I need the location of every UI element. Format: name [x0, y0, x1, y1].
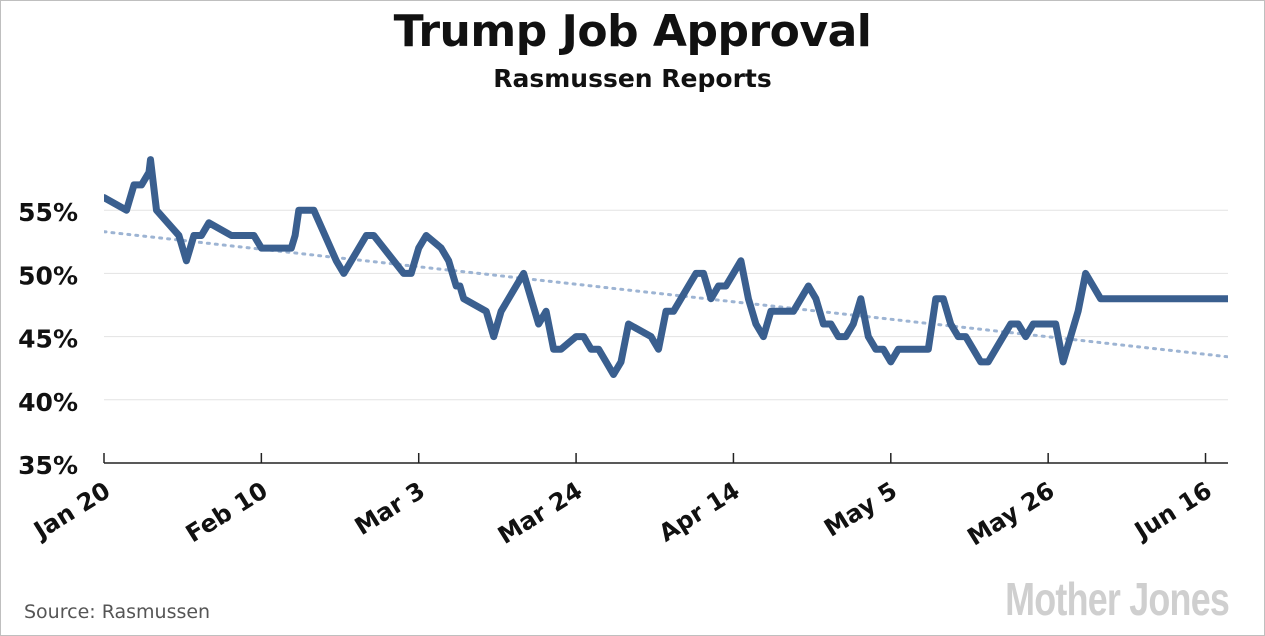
y-tick-label: 55% [18, 198, 78, 227]
x-tick-label: Mar 3 [350, 476, 430, 541]
x-tick-label: Feb 10 [181, 476, 273, 548]
chart-subtitle: Rasmussen Reports [493, 64, 772, 93]
x-axis: Jan 20 Feb 10 Mar 3 Mar 24 Apr 14 May 5 May 26… [27, 453, 1228, 551]
y-tick-label: 45% [18, 325, 78, 354]
y-tick-label: 40% [18, 388, 78, 417]
x-tick-label: Jun 16 [1128, 476, 1216, 546]
x-tick-label: May 5 [819, 476, 902, 542]
y-tick-label: 50% [18, 261, 78, 290]
chart-title: Trump Job Approval [393, 6, 872, 57]
x-tick-label: Jan 20 [27, 476, 115, 545]
x-tick-label: Apr 14 [654, 476, 745, 547]
y-axis-ticks: 35% 40% 45% 50% 55% [18, 198, 78, 480]
x-tick-label: Mar 24 [493, 476, 587, 549]
source-note: Source: Rasmussen [24, 601, 211, 623]
approval-line [104, 156, 1228, 378]
gridlines [104, 209, 1228, 401]
mother-jones-logo: Mother Jones [1005, 573, 1230, 625]
series-lines [104, 156, 1228, 378]
y-tick-label: 35% [18, 451, 78, 480]
x-tick-label: May 26 [962, 476, 1059, 551]
